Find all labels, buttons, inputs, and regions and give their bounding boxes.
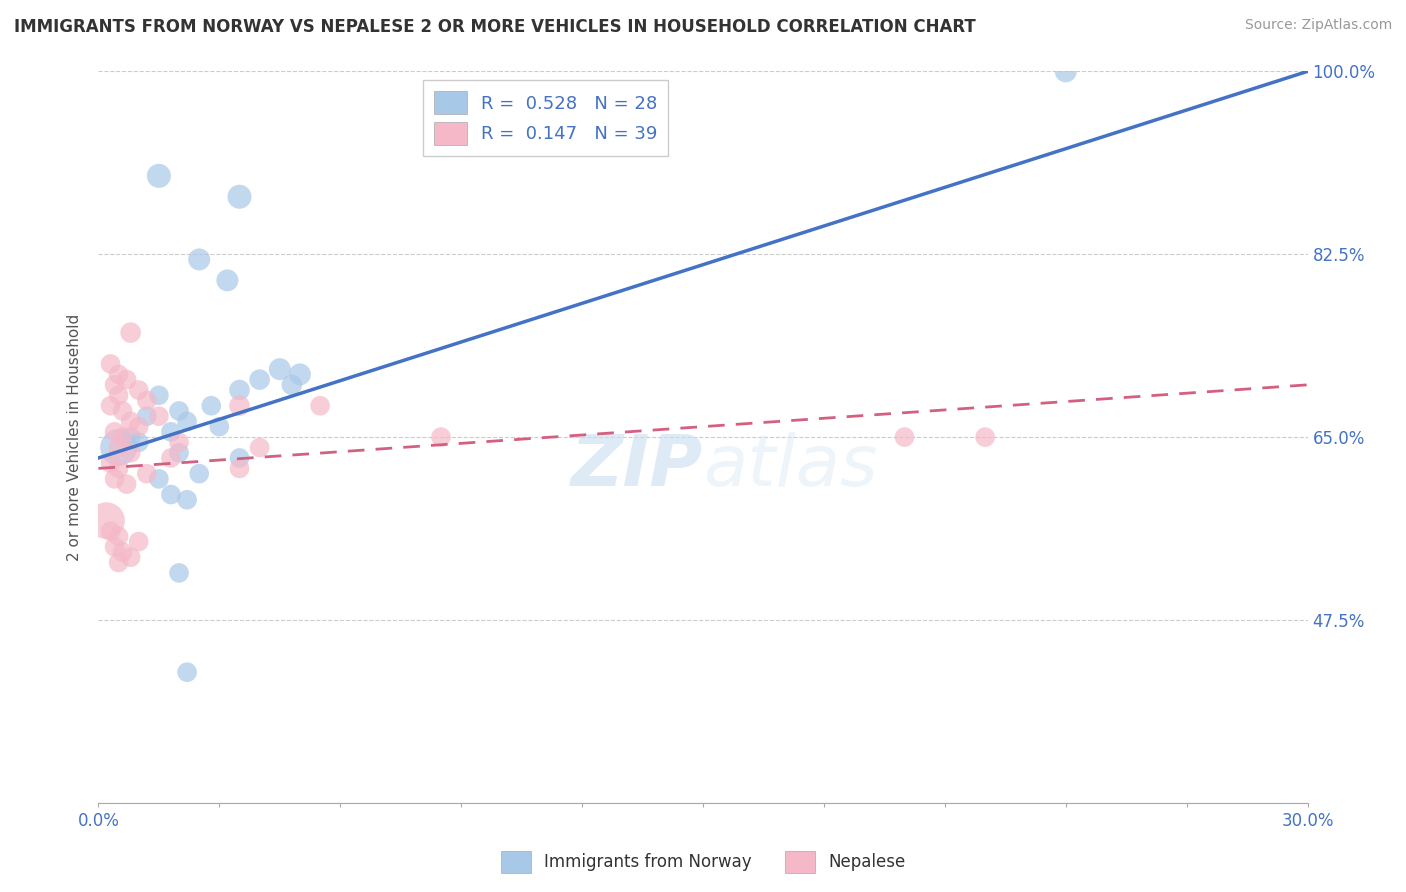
Point [188,252,211,267]
Point [107,388,129,402]
Point [167,566,190,580]
Point [228,399,250,413]
Point [100,357,122,371]
Y-axis label: 2 or more Vehicles in Household: 2 or more Vehicles in Household [67,313,83,561]
Point [103,472,125,486]
Point [228,461,250,475]
Point [135,393,157,408]
Point [893,430,915,444]
Point [111,545,134,559]
Point [430,430,453,444]
Point [148,388,170,402]
Point [128,435,150,450]
Point [120,414,142,428]
Point [120,430,142,444]
Text: Source: ZipAtlas.com: Source: ZipAtlas.com [1244,18,1392,32]
Point [208,419,231,434]
Point [148,472,170,486]
Legend: R =  0.528   N = 28, R =  0.147   N = 39: R = 0.528 N = 28, R = 0.147 N = 39 [423,80,668,156]
Point [188,467,211,481]
Point [167,435,190,450]
Point [128,534,150,549]
Point [200,399,222,413]
Point [217,273,239,287]
Point [111,430,134,444]
Point [269,362,291,376]
Point [100,456,122,470]
Point [176,414,198,428]
Point [160,450,183,465]
Point [107,556,129,570]
Point [160,425,183,439]
Point [148,169,170,183]
Point [107,461,129,475]
Point [107,368,129,382]
Point [1054,64,1077,78]
Point [103,425,125,439]
Point [120,446,142,460]
Point [111,404,134,418]
Legend: Immigrants from Norway, Nepalese: Immigrants from Norway, Nepalese [494,845,912,880]
Point [249,441,271,455]
Text: ZIP: ZIP [571,432,703,500]
Point [148,409,170,424]
Point [115,373,138,387]
Point [228,383,250,397]
Point [96,514,118,528]
Point [167,446,190,460]
Point [103,377,125,392]
Point [103,540,125,554]
Point [120,550,142,565]
Point [160,487,183,501]
Point [128,419,150,434]
Point [100,524,122,538]
Text: atlas: atlas [703,432,877,500]
Text: IMMIGRANTS FROM NORWAY VS NEPALESE 2 OR MORE VEHICLES IN HOUSEHOLD CORRELATION C: IMMIGRANTS FROM NORWAY VS NEPALESE 2 OR … [14,18,976,36]
Point [974,430,997,444]
Point [135,467,157,481]
Point [249,373,271,387]
Point [288,368,311,382]
Point [176,665,198,680]
Point [100,399,122,413]
Point [128,383,150,397]
Point [228,450,250,465]
Point [281,377,304,392]
Point [107,529,129,543]
Point [228,190,250,204]
Point [115,477,138,491]
Point [107,441,129,455]
Point [176,492,198,507]
Point [309,399,332,413]
Point [120,326,142,340]
Point [135,409,157,424]
Point [107,441,129,455]
Point [167,404,190,418]
